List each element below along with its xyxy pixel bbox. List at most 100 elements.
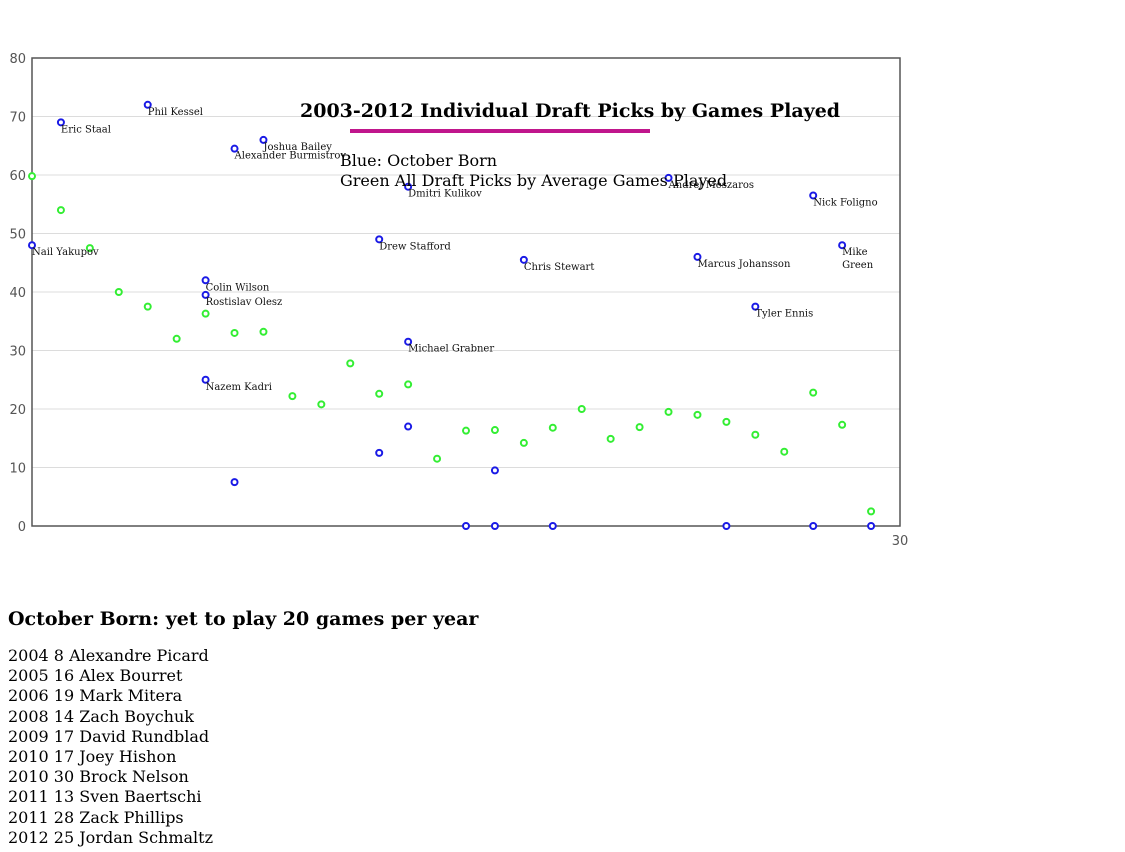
series-october-points — [28, 100, 876, 530]
october-point — [201, 375, 210, 384]
note-row: 2006 19 Mark Mitera — [8, 686, 183, 706]
october-point — [375, 448, 384, 457]
note-row: 2004 8 Alexandre Picard — [8, 646, 209, 665]
notes-heading: October Born: yet to play 20 games per y… — [8, 608, 479, 630]
legend-october: Blue: October Born — [340, 151, 497, 170]
average-point — [346, 359, 355, 368]
october-point — [490, 522, 499, 530]
average-point — [664, 407, 673, 416]
point-label: Nazem Kadri — [206, 382, 272, 393]
note-row: 2005 16 Alex Bourret — [8, 666, 183, 686]
note-row: 2010 30 Brock Nelson — [8, 767, 189, 787]
october-point — [28, 241, 36, 250]
y-tick-label: 30 — [9, 345, 26, 360]
october-point — [462, 522, 470, 530]
y-tick-label: 10 — [9, 462, 26, 477]
average-point — [317, 400, 326, 409]
average-point — [838, 420, 847, 429]
y-tick-label: 60 — [9, 169, 26, 184]
point-label: Alexander Burmistrov — [234, 151, 347, 162]
october-point — [693, 252, 702, 261]
average-point — [577, 405, 586, 413]
y-tick-label: 50 — [9, 228, 26, 243]
legend-average: Green All Draft Picks by Average Games P… — [340, 171, 727, 190]
october-point — [201, 276, 210, 285]
point-label: Nail Yakupov — [32, 247, 99, 258]
average-point — [85, 244, 94, 253]
note-row: 2012 25 Jordan Schmaltz — [8, 827, 214, 847]
october-point — [490, 466, 499, 475]
point-label: Drew Stafford — [379, 241, 451, 252]
point-label: Marcus Johansson — [697, 259, 790, 270]
october-point — [404, 422, 413, 431]
average-point — [288, 392, 297, 401]
average-point — [172, 334, 181, 343]
october-point — [664, 173, 673, 182]
october-point — [809, 522, 818, 530]
average-point — [606, 434, 615, 443]
october-point — [809, 191, 818, 200]
october-point — [548, 522, 557, 530]
october-point — [751, 302, 760, 311]
point-label: Andrej Meszaros — [668, 180, 755, 191]
y-axis-ticks: 0 10 20 30 40 50 60 70 80 — [9, 52, 26, 535]
point-label: Colin Wilson — [206, 282, 270, 293]
average-point — [433, 454, 442, 463]
title-underline — [350, 129, 650, 133]
grid-lines — [32, 116, 900, 468]
y-tick-label: 0 — [18, 520, 26, 535]
x-axis-ticks: 30 — [892, 534, 909, 549]
y-tick-label: 80 — [9, 52, 26, 67]
average-point — [201, 309, 210, 318]
note-row: 2008 14 Zach Boychuk — [8, 706, 194, 726]
point-label: Phil Kessel — [148, 107, 203, 118]
point-label: Dmitri Kulikov — [408, 189, 482, 200]
october-point — [375, 235, 384, 244]
average-point — [722, 417, 731, 426]
october-point — [519, 255, 528, 264]
average-point — [28, 172, 36, 181]
average-point — [114, 288, 123, 296]
october-point — [56, 118, 65, 127]
average-point — [56, 206, 65, 215]
october-point — [143, 100, 152, 109]
x-tick-label: 30 — [892, 534, 909, 549]
october-point — [404, 182, 413, 191]
average-point — [780, 447, 789, 456]
note-row: 2009 17 David Rundblad — [8, 726, 210, 746]
series-average-points — [28, 172, 876, 516]
average-point — [548, 423, 557, 432]
point-label: Rostislav Olesz — [206, 297, 283, 308]
note-row: 2011 28 Zack Phillips — [8, 807, 184, 827]
october-point — [201, 290, 210, 299]
point-label: Eric Staal — [61, 124, 111, 135]
october-point — [259, 135, 268, 144]
average-point — [809, 388, 818, 397]
note-row: 2011 13 Sven Baertschi — [8, 787, 202, 807]
average-point — [404, 380, 413, 389]
point-label: Chris Stewart — [524, 262, 595, 273]
chart-title: 2003-2012 Individual Draft Picks by Game… — [300, 100, 840, 122]
point-label: Mike — [842, 247, 867, 258]
october-point — [230, 478, 239, 487]
point-label: Tyler Ennis — [755, 309, 813, 320]
y-tick-label: 20 — [9, 403, 26, 418]
notes-list: 2004 8 Alexandre Picard 2005 16 Alex Bour… — [8, 646, 608, 848]
note-row: 2010 17 Joey Hishon — [8, 747, 177, 767]
average-point — [693, 410, 702, 419]
average-point — [751, 430, 760, 439]
average-point — [519, 438, 528, 447]
average-point — [230, 328, 239, 337]
october-point — [404, 337, 413, 346]
october-point — [722, 522, 731, 530]
october-point — [230, 144, 239, 153]
average-point — [143, 302, 152, 311]
point-label: Nick Foligno — [813, 197, 877, 208]
scatter-chart: 0 10 20 30 40 50 60 70 80 30 Nail Yakupov Eric St… — [9, 52, 909, 549]
y-tick-label: 40 — [9, 286, 26, 301]
y-tick-label: 70 — [9, 111, 26, 126]
october-point — [867, 522, 876, 530]
average-point — [259, 327, 268, 336]
october-point — [838, 241, 847, 250]
october-notes: October Born: yet to play 20 games per y… — [8, 608, 608, 848]
